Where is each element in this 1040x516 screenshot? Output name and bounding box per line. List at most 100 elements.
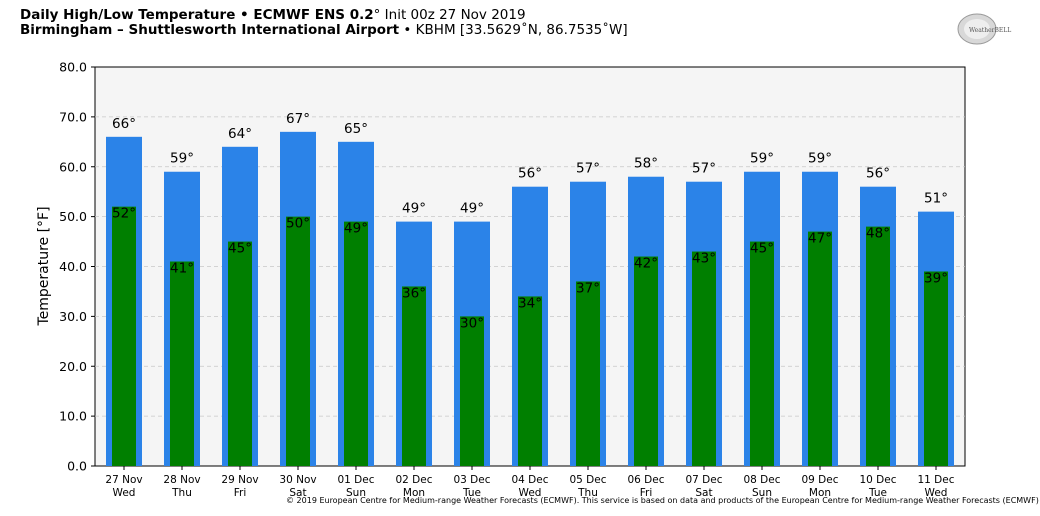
- high-temp-label: 59°: [170, 151, 194, 167]
- x-tick-label-date: 29 Nov: [221, 474, 258, 486]
- low-temp-bar: [228, 241, 252, 466]
- high-temp-label: 59°: [808, 151, 832, 167]
- x-tick-label-day: Wed: [925, 487, 948, 499]
- low-temp-label: 30°: [460, 315, 484, 331]
- x-tick-label-day: Tue: [868, 487, 887, 499]
- y-tick-label: 60.0: [59, 159, 87, 174]
- low-temp-bar: [750, 241, 774, 466]
- low-temp-label: 39°: [924, 270, 948, 286]
- x-tick-label-day: Sat: [289, 487, 306, 499]
- y-axis: 0.0 10.0 20.0 30.0 40.0 50.0 60.0 70.0 80.0: [59, 60, 95, 474]
- x-tick-label-date: 06 Dec: [627, 474, 664, 486]
- high-temp-label: 65°: [344, 121, 368, 137]
- high-temp-label: 56°: [518, 166, 542, 182]
- x-tick-label-day: Mon: [403, 487, 425, 499]
- x-tick-label-date: 08 Dec: [743, 474, 780, 486]
- y-tick-label: 50.0: [59, 209, 87, 224]
- copyright-notice: © 2019 European Centre for Medium-range …: [286, 496, 1039, 505]
- weatherbell-logo: WeatherBELL: [957, 13, 1011, 45]
- low-temp-label: 41°: [170, 261, 194, 277]
- x-tick-label-day: Sun: [346, 487, 366, 499]
- title-line-2: Birmingham – Shuttlesworth International…: [20, 23, 628, 38]
- high-temp-label: 64°: [228, 126, 252, 142]
- low-temp-label: 42°: [634, 256, 658, 272]
- low-temp-bar: [402, 286, 426, 466]
- low-temp-label: 47°: [808, 231, 832, 247]
- low-temp-bar: [576, 281, 600, 466]
- low-temp-bar: [112, 206, 136, 466]
- x-tick-label-day: Mon: [809, 487, 831, 499]
- x-tick-label-day: Fri: [640, 487, 653, 499]
- title-init: Init 00z 27 Nov 2019: [380, 7, 526, 23]
- low-temp-bar: [634, 256, 658, 466]
- x-tick-label-day: Wed: [113, 487, 136, 499]
- title-main: Daily High/Low Temperature • ECMWF ENS 0…: [20, 7, 374, 23]
- title-line-1: Daily High/Low Temperature • ECMWF ENS 0…: [20, 8, 628, 23]
- low-temp-label: 45°: [228, 241, 252, 257]
- x-tick-label-date: 11 Dec: [917, 474, 954, 486]
- x-tick-label-date: 04 Dec: [511, 474, 548, 486]
- low-temp-bar: [286, 216, 310, 466]
- bars: 66° 52° 59° 41° 64° 45° 67° 50° 65° 49° 49° 36° 49° 3…: [106, 111, 954, 467]
- high-temp-label: 51°: [924, 191, 948, 207]
- y-tick-label: 20.0: [59, 359, 87, 374]
- low-temp-label: 52°: [112, 206, 136, 222]
- x-tick-label-date: 03 Dec: [453, 474, 490, 486]
- low-temp-label: 37°: [576, 280, 600, 296]
- low-temp-bar: [866, 226, 890, 466]
- low-temp-label: 43°: [692, 251, 716, 267]
- low-temp-label: 45°: [750, 241, 774, 257]
- high-temp-label: 56°: [866, 166, 890, 182]
- high-temp-label: 66°: [112, 116, 136, 132]
- low-temp-bar: [924, 271, 948, 466]
- low-temp-bar: [344, 221, 368, 466]
- x-tick-label-day: Sun: [752, 487, 772, 499]
- logo-text: WeatherBELL: [969, 27, 1011, 34]
- x-tick-label-date: 02 Dec: [395, 474, 432, 486]
- low-temp-bar: [518, 296, 542, 466]
- y-tick-label: 80.0: [59, 60, 87, 75]
- y-tick-label: 70.0: [59, 109, 87, 124]
- x-tick-label-date: 10 Dec: [859, 474, 896, 486]
- x-tick-label-day: Thu: [171, 487, 192, 499]
- x-tick-label-day: Thu: [577, 487, 598, 499]
- y-tick-label: 0.0: [67, 459, 87, 474]
- low-temp-bar: [170, 261, 194, 466]
- x-tick-label-day: Tue: [462, 487, 481, 499]
- low-temp-bar: [460, 316, 484, 466]
- chart-title-block: Daily High/Low Temperature • ECMWF ENS 0…: [20, 8, 628, 38]
- station-coords: • KBHM [33.5629˚N, 86.7535˚W]: [399, 22, 628, 38]
- high-temp-label: 58°: [634, 156, 658, 172]
- x-tick-label-date: 27 Nov: [105, 474, 142, 486]
- title-degree: °: [373, 7, 381, 23]
- high-temp-label: 67°: [286, 111, 310, 127]
- x-tick-label-date: 30 Nov: [279, 474, 316, 486]
- x-tick-label-day: Fri: [234, 487, 247, 499]
- low-temp-bar: [808, 231, 832, 466]
- high-temp-label: 57°: [576, 161, 600, 177]
- low-temp-label: 49°: [344, 221, 368, 237]
- high-temp-label: 57°: [692, 161, 716, 177]
- x-tick-label-day: Sat: [695, 487, 712, 499]
- y-tick-label: 30.0: [59, 309, 87, 324]
- x-tick-label-date: 07 Dec: [685, 474, 722, 486]
- y-axis-label: Temperature [°F]: [36, 206, 52, 326]
- x-tick-label-date: 28 Nov: [163, 474, 200, 486]
- high-temp-label: 59°: [750, 151, 774, 167]
- y-tick-label: 40.0: [59, 259, 87, 274]
- low-temp-label: 34°: [518, 295, 542, 311]
- station-name: Birmingham – Shuttlesworth International…: [20, 22, 400, 38]
- y-tick-label: 10.0: [59, 409, 87, 424]
- x-tick-label-day: Wed: [519, 487, 542, 499]
- high-temp-label: 49°: [402, 201, 426, 217]
- high-temp-label: 49°: [460, 201, 484, 217]
- low-temp-bar: [692, 251, 716, 466]
- x-tick-label-date: 09 Dec: [801, 474, 838, 486]
- low-temp-label: 48°: [866, 226, 890, 242]
- low-temp-label: 36°: [402, 285, 426, 301]
- x-tick-label-date: 05 Dec: [569, 474, 606, 486]
- low-temp-label: 50°: [286, 216, 310, 232]
- x-tick-label-date: 01 Dec: [337, 474, 374, 486]
